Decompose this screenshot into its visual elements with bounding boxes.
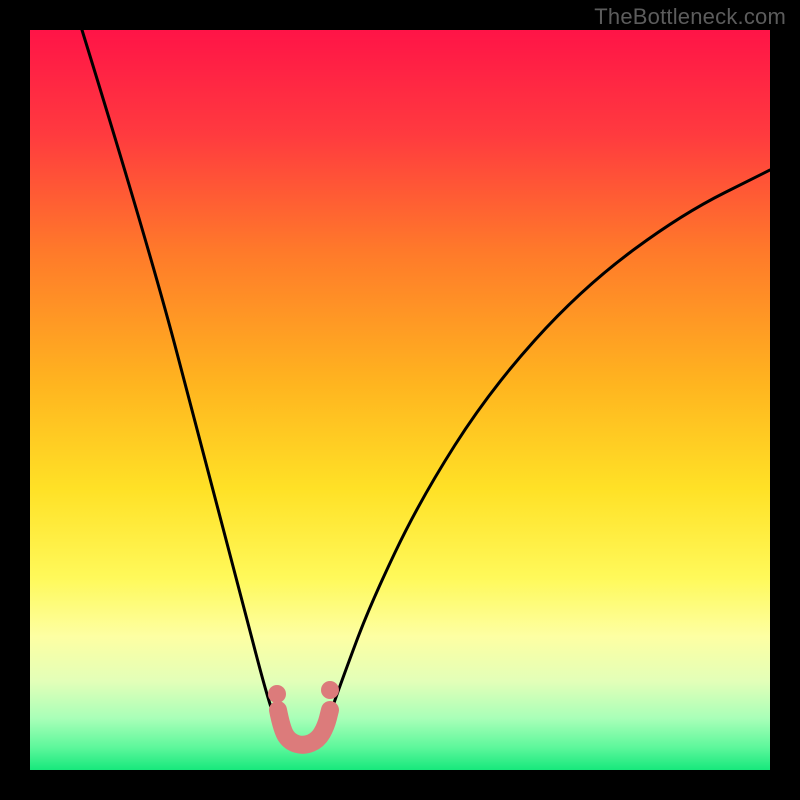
- curve-layer: [30, 30, 770, 770]
- bottleneck-curve: [82, 30, 770, 743]
- trough-highlight: [278, 710, 330, 745]
- watermark-text: TheBottleneck.com: [594, 4, 786, 30]
- plot-area: [30, 30, 770, 770]
- highlight-dot-0: [268, 685, 286, 703]
- highlight-dot-1: [321, 681, 339, 699]
- chart-frame: TheBottleneck.com: [0, 0, 800, 800]
